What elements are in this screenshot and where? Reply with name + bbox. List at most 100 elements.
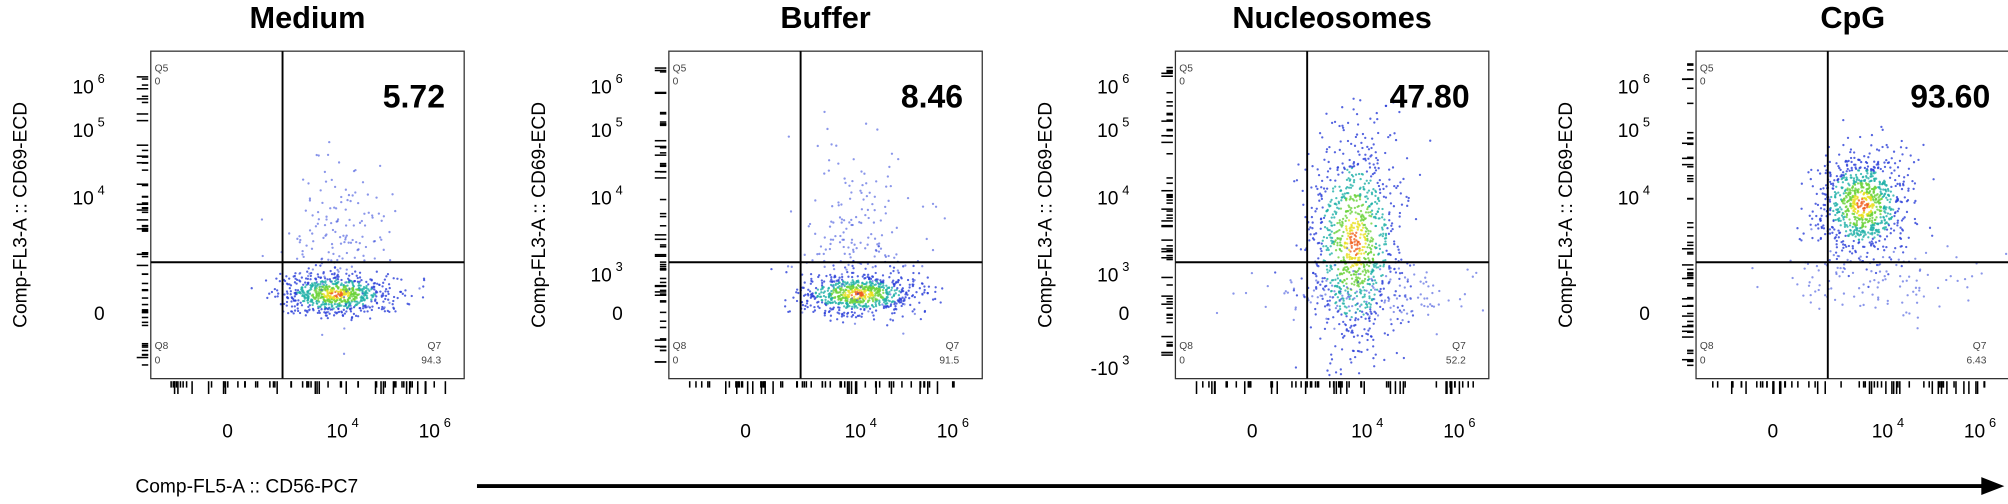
event-dot (848, 184, 851, 187)
event-dot (855, 286, 858, 289)
event-dot (1351, 184, 1354, 187)
event-dot (835, 279, 838, 282)
event-dot (1419, 280, 1422, 283)
event-dot (1369, 179, 1372, 182)
event-dot (329, 221, 333, 225)
event-dot (871, 280, 874, 283)
gate-value: 5.72 (383, 78, 445, 114)
event-dot (1878, 234, 1881, 237)
event-dot (1361, 245, 1364, 249)
event-dot (1349, 238, 1352, 241)
event-dot (1861, 245, 1865, 248)
event-dot (391, 193, 394, 196)
event-dot (1905, 210, 1909, 214)
event-dot (877, 250, 881, 253)
event-dot (1384, 196, 1388, 199)
event-dot (1873, 201, 1877, 204)
event-dot (1807, 284, 1811, 287)
event-dot (911, 283, 914, 286)
event-dot (1373, 171, 1376, 175)
event-dot (293, 274, 296, 278)
event-dot (278, 280, 282, 283)
event-dot (381, 292, 385, 295)
event-dot (1356, 212, 1359, 215)
event-dot (1354, 135, 1358, 139)
event-dot (1878, 263, 1882, 266)
event-dot (888, 290, 891, 294)
event-dot (1902, 217, 1905, 220)
event-dot (1847, 209, 1850, 212)
event-dot (838, 308, 841, 312)
event-dot (1365, 300, 1368, 304)
event-dot (326, 296, 329, 300)
event-dot (1901, 182, 1905, 186)
event-dot (846, 305, 849, 308)
event-dot (1816, 169, 1820, 172)
event-dot (345, 234, 348, 237)
event-dot (1970, 275, 1974, 278)
event-dot (1889, 227, 1893, 230)
event-dot (1838, 153, 1841, 156)
event-dot (1350, 246, 1353, 249)
event-dot (1853, 196, 1856, 199)
event-dot (863, 289, 866, 293)
event-dot (885, 185, 888, 188)
event-dot (332, 288, 335, 291)
event-dot (1330, 242, 1334, 245)
event-dot (1879, 205, 1883, 209)
event-dot (906, 278, 910, 282)
x-tick-label-exp: 4 (1376, 415, 1383, 430)
event-dot (343, 240, 346, 244)
event-dot (1834, 213, 1837, 217)
event-dot (1427, 285, 1430, 288)
event-dot (1889, 216, 1893, 220)
event-dot (925, 237, 928, 241)
event-dot (1796, 227, 1799, 230)
event-dot (285, 275, 288, 278)
y-tick-label: 10 4 (591, 182, 623, 209)
event-dot (1339, 140, 1342, 143)
event-dot (299, 238, 302, 242)
event-dot (1915, 279, 1918, 282)
event-dot (1928, 226, 1932, 229)
event-dot (1355, 112, 1359, 116)
event-dot (1932, 178, 1935, 181)
event-dot (351, 238, 354, 242)
y-axis-label: Comp-FL3-A :: CD69-ECD (529, 102, 550, 328)
event-dot (268, 292, 271, 295)
event-dot (1354, 323, 1357, 327)
event-dot (1330, 216, 1333, 219)
event-dot (325, 285, 328, 288)
event-dot (319, 305, 322, 309)
event-dot (1363, 256, 1366, 260)
event-dot (340, 296, 343, 299)
event-dot (848, 301, 852, 304)
event-dot (1896, 224, 1899, 227)
event-dot (327, 306, 331, 310)
event-dot (324, 300, 327, 304)
event-dot (1846, 167, 1849, 171)
event-dot (333, 276, 337, 279)
event-dot (1851, 244, 1854, 248)
event-dot (1350, 331, 1353, 334)
event-dot (1917, 158, 1920, 162)
event-dot (923, 310, 926, 314)
event-dot (1905, 245, 1908, 249)
event-dot (1919, 268, 1922, 271)
y-tick-label: 10 4 (72, 182, 104, 209)
event-dot (1845, 178, 1849, 181)
event-dot (375, 270, 378, 273)
event-dot (1901, 251, 1905, 254)
event-dot (1355, 294, 1359, 298)
event-dot (1364, 237, 1367, 241)
event-dot (1877, 163, 1880, 166)
event-dot (1339, 241, 1342, 244)
event-dot (838, 241, 842, 244)
event-dot (1330, 267, 1334, 271)
event-dot (1890, 185, 1893, 189)
event-dot (807, 294, 810, 297)
event-dot (1370, 154, 1373, 157)
event-dot (339, 267, 342, 270)
event-dot (1824, 184, 1828, 187)
event-dot (1863, 221, 1867, 224)
